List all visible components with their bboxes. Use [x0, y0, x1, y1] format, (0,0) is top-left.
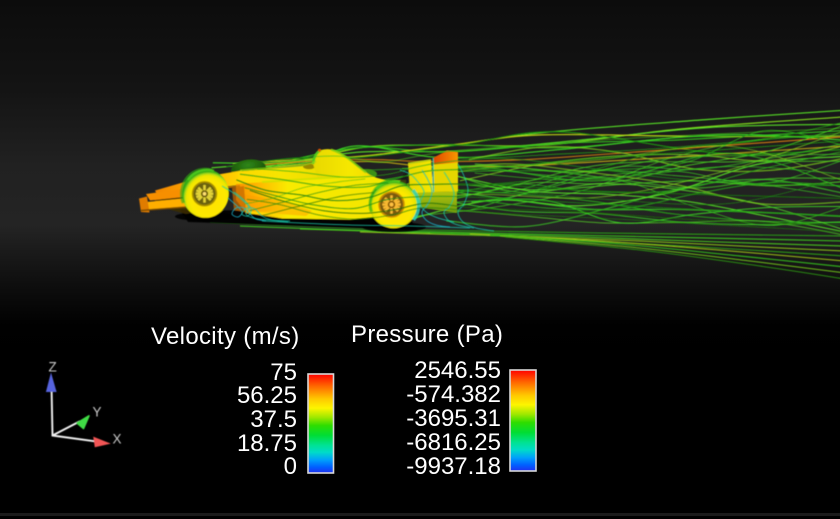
svg-text:Z: Z: [49, 360, 57, 375]
svg-text:X: X: [113, 432, 122, 447]
svg-text:Y: Y: [93, 405, 102, 420]
